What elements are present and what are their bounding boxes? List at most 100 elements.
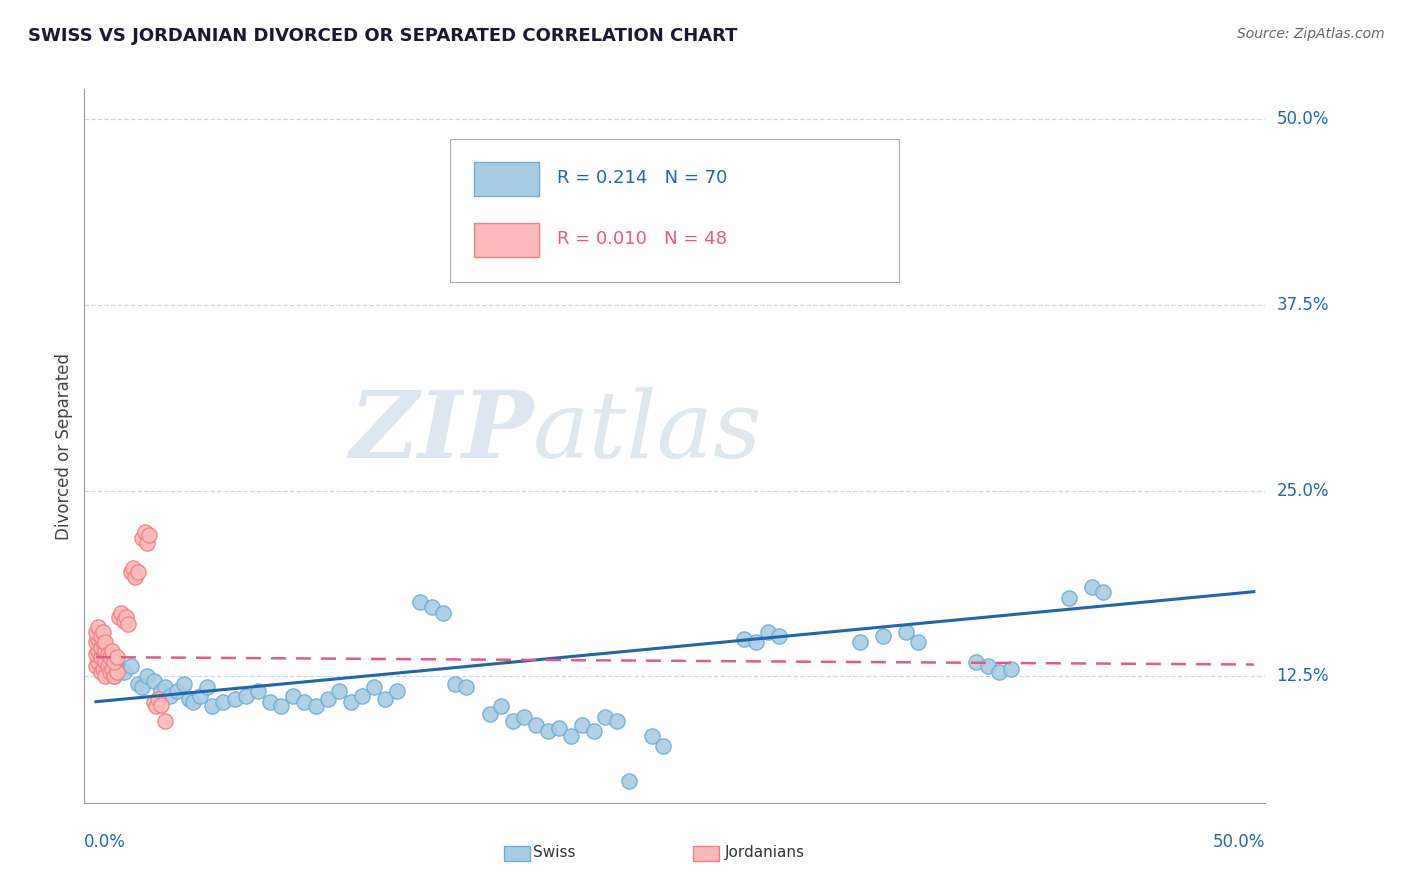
Point — [91, 644, 114, 658]
Point — [617, 773, 640, 788]
Point — [385, 684, 408, 698]
Point — [188, 689, 211, 703]
Text: Jordanians: Jordanians — [724, 846, 804, 860]
Point — [135, 669, 157, 683]
Point — [135, 535, 157, 549]
Point — [90, 665, 112, 679]
Point — [105, 650, 128, 665]
Point — [159, 689, 181, 703]
Point — [103, 655, 125, 669]
FancyBboxPatch shape — [450, 139, 900, 282]
Point — [456, 680, 478, 694]
Point — [328, 684, 350, 698]
Text: atlas: atlas — [533, 387, 762, 476]
Point — [352, 689, 374, 703]
Point — [896, 624, 918, 639]
Point — [270, 699, 292, 714]
Point — [420, 599, 443, 614]
Point — [142, 695, 165, 709]
Point — [652, 739, 675, 754]
Point — [115, 610, 138, 624]
Point — [112, 615, 135, 629]
Point — [173, 677, 195, 691]
Point — [177, 691, 200, 706]
Point — [94, 669, 117, 683]
Point — [101, 644, 124, 658]
Point — [108, 662, 131, 676]
Point — [976, 659, 998, 673]
Point — [166, 684, 188, 698]
Text: 37.5%: 37.5% — [1277, 296, 1329, 314]
Point — [432, 606, 454, 620]
Point — [112, 665, 135, 679]
Point — [131, 531, 153, 545]
Point — [98, 665, 121, 679]
Point — [606, 714, 628, 728]
Point — [84, 624, 107, 639]
Point — [87, 644, 110, 658]
Point — [149, 684, 172, 698]
Point — [281, 689, 304, 703]
Point — [149, 698, 172, 712]
Text: 50.0%: 50.0% — [1277, 110, 1329, 128]
Point — [849, 635, 872, 649]
Point — [195, 680, 218, 694]
Point — [536, 724, 558, 739]
Point — [409, 595, 432, 609]
Point — [641, 729, 664, 743]
Point — [91, 624, 114, 639]
Point — [595, 709, 617, 723]
Point — [1057, 591, 1080, 605]
Point — [120, 659, 142, 673]
Point — [108, 610, 131, 624]
Point — [524, 718, 547, 732]
Point — [91, 662, 114, 676]
Point — [131, 680, 153, 694]
Point — [339, 695, 361, 709]
Point — [235, 689, 257, 703]
Point — [965, 655, 987, 669]
Point — [548, 722, 571, 736]
Point — [181, 695, 204, 709]
Point — [155, 680, 177, 694]
Point — [1080, 580, 1102, 594]
Point — [90, 640, 112, 654]
Point — [292, 695, 315, 709]
Point — [94, 644, 117, 658]
Point — [84, 635, 107, 649]
Text: 25.0%: 25.0% — [1277, 482, 1329, 500]
Point — [1092, 584, 1115, 599]
Point — [127, 566, 149, 580]
Point — [907, 635, 929, 649]
Point — [103, 669, 125, 683]
Point — [96, 659, 118, 673]
Point — [101, 662, 124, 676]
Point — [560, 729, 582, 743]
Point — [224, 691, 246, 706]
Text: 50.0%: 50.0% — [1213, 833, 1265, 851]
Point — [259, 695, 281, 709]
Text: Source: ZipAtlas.com: Source: ZipAtlas.com — [1237, 27, 1385, 41]
Point — [374, 691, 396, 706]
Point — [90, 629, 112, 643]
Point — [756, 624, 779, 639]
Text: R = 0.214   N = 70: R = 0.214 N = 70 — [557, 169, 727, 187]
Point — [571, 718, 593, 732]
Point — [201, 699, 224, 714]
Point — [87, 620, 110, 634]
Point — [988, 665, 1011, 679]
Point — [444, 677, 467, 691]
Point — [872, 629, 894, 643]
Point — [145, 699, 167, 714]
Text: 12.5%: 12.5% — [1277, 667, 1329, 685]
FancyBboxPatch shape — [474, 223, 538, 257]
Point — [502, 714, 524, 728]
Point — [513, 709, 536, 723]
Point — [212, 695, 235, 709]
Point — [305, 699, 328, 714]
Point — [768, 629, 790, 643]
Text: ZIP: ZIP — [349, 387, 533, 476]
Point — [142, 673, 165, 688]
Point — [478, 706, 501, 721]
Point — [98, 650, 121, 665]
